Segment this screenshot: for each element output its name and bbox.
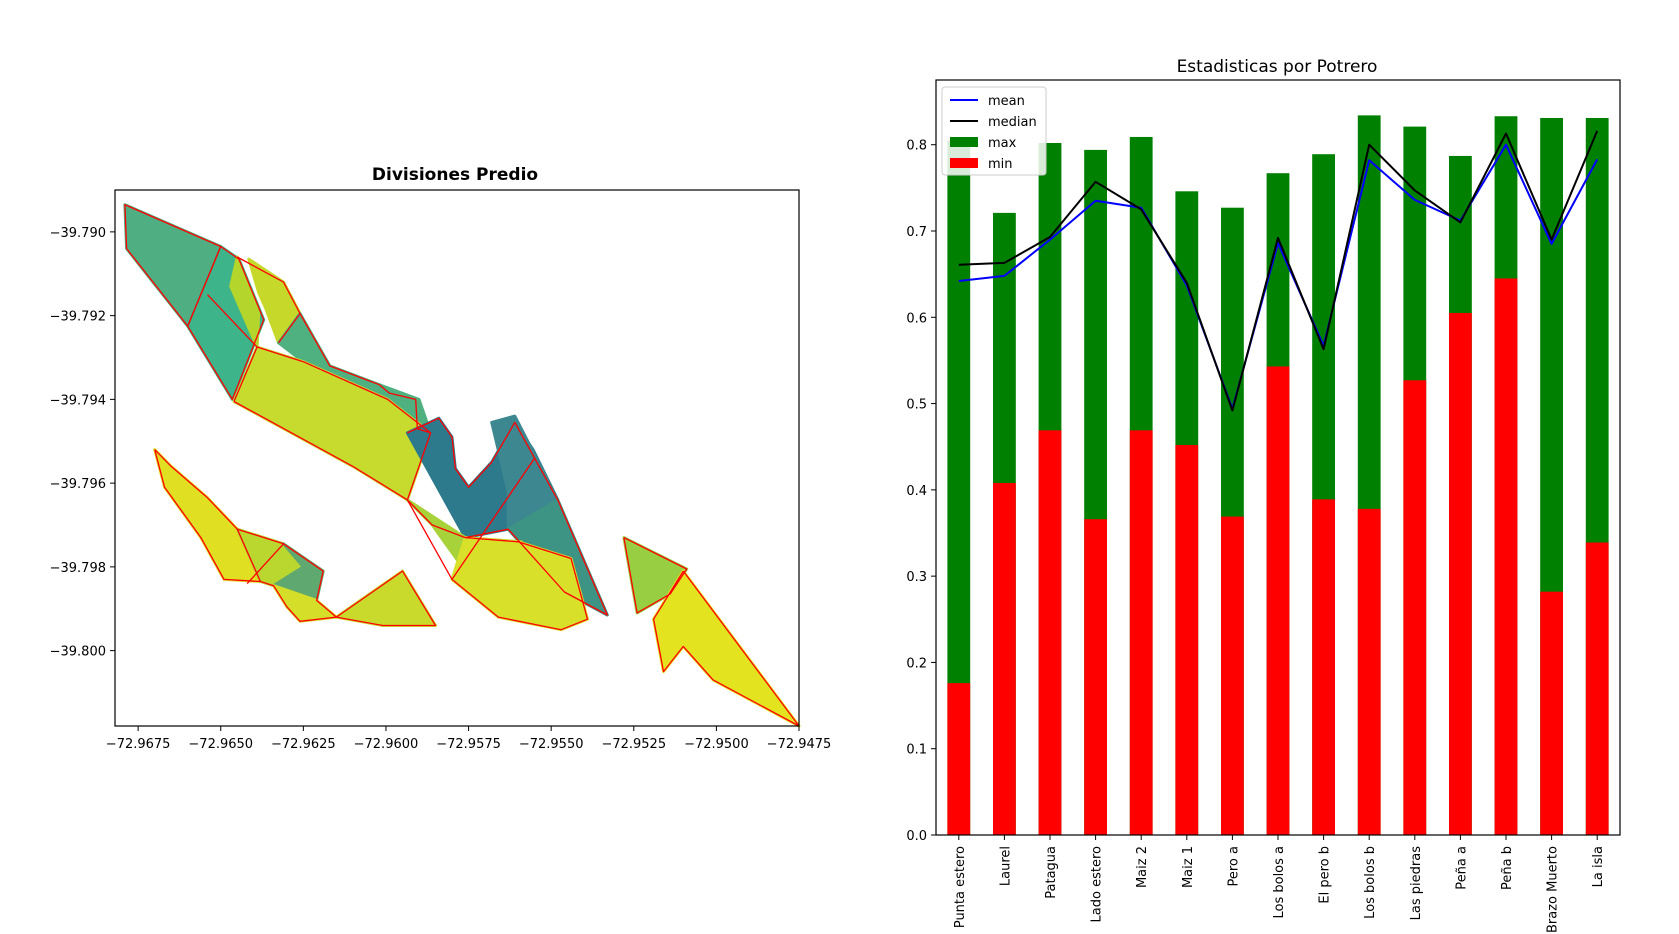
bar-x-tick-label: Maiz 2 — [1135, 846, 1150, 888]
bar-min — [1540, 591, 1563, 835]
bar-x-tick-label: Pero a — [1226, 846, 1241, 887]
legend-label-median: median — [988, 115, 1037, 130]
map-parcel-12 — [652, 569, 801, 728]
map-boundary-13 — [246, 543, 284, 585]
bar-min — [1084, 519, 1107, 835]
map-boundary-1 — [187, 245, 265, 401]
map-y-tick-label: −39.798 — [50, 561, 106, 576]
bar-x-tick-label: Punta estero — [953, 846, 968, 928]
bar-min — [1403, 380, 1427, 835]
bar-y-tick-label: 0.2 — [906, 656, 927, 671]
bar-y-tick-label: 0.0 — [906, 829, 927, 844]
map-boundary-3 — [207, 294, 258, 348]
bar-plot-area — [947, 115, 1609, 836]
map-boundary-5 — [233, 346, 432, 501]
bar-panel: Estadisticas por Potrero Punta estero Lau… — [906, 57, 1621, 933]
bar-y-tick-label: 0.5 — [906, 398, 927, 413]
bar-min — [1449, 312, 1472, 835]
bar-min — [1312, 499, 1335, 835]
bar-y-tick-label: 0.8 — [906, 139, 927, 154]
map-x-tick-label: −72.9475 — [767, 737, 832, 752]
bar-max — [947, 140, 971, 835]
legend-swatch-max — [950, 137, 978, 147]
bar-x-tick-label: Peña b — [1500, 846, 1515, 890]
map-boundary-6 — [407, 417, 608, 616]
bar-x-tick-label: Peña a — [1454, 846, 1469, 890]
bar-chart-title: Estadisticas por Potrero — [1177, 57, 1378, 77]
bar-min — [1494, 278, 1518, 835]
bar-min — [1357, 508, 1381, 835]
bar-x-tick-label: El pero b — [1318, 846, 1333, 904]
bar-x-tick-label: Las piedras — [1409, 846, 1424, 921]
line-mean — [958, 143, 1599, 410]
bar-x-tick-label: Maiz 1 — [1181, 846, 1196, 888]
bar-y-tick-label: 0.7 — [906, 225, 927, 240]
bar-x-tick-label: Los bolos b — [1363, 846, 1378, 919]
map-x-tick-label: −72.9550 — [519, 737, 584, 752]
map-y-tick-label: −39.792 — [50, 310, 106, 325]
map-x-tick-label: −72.9675 — [106, 737, 171, 752]
map-boundary-8 — [451, 457, 536, 580]
bar-y-tick-label: 0.6 — [906, 311, 927, 326]
map-x-tick-label: −72.9525 — [601, 737, 666, 752]
map-y-tick-label: −39.790 — [50, 226, 106, 241]
map-x-tick-label: −72.9625 — [271, 737, 336, 752]
bar-min — [1221, 516, 1244, 835]
legend-label-max: max — [988, 136, 1017, 151]
bar-x-axis: Punta estero Laurel Patagua Lado estero Maiz… — [953, 835, 1606, 933]
map-x-tick-label: −72.9600 — [354, 737, 419, 752]
map-y-tick-label: −39.800 — [50, 645, 106, 660]
legend-label-mean: mean — [988, 94, 1025, 109]
map-x-tick-label: −72.9575 — [436, 737, 501, 752]
legend-label-min: min — [988, 157, 1013, 172]
map-plot-area — [123, 203, 801, 728]
map-parcel-13 — [153, 448, 262, 583]
map-axes-frame — [114, 189, 800, 727]
bar-min — [993, 482, 1016, 835]
bar-min — [1266, 366, 1290, 835]
bar-y-tick-label: 0.1 — [906, 743, 927, 758]
map-parcel-2 — [229, 255, 261, 349]
map-boundary-14 — [336, 570, 437, 627]
bar-x-tick-label: Lado estero — [1090, 846, 1105, 922]
map-boundary-9 — [623, 537, 688, 614]
map-y-axis: −39.790 −39.792 −39.794 −39.796 −39.798 −39.8… — [50, 226, 115, 660]
bar-x-tick-label: La isla — [1591, 846, 1606, 887]
bar-y-tick-label: 0.3 — [906, 570, 927, 585]
map-panel: Divisiones Predio −72.9675 −72.9650 −72.96… — [50, 165, 832, 752]
bar-min — [1175, 444, 1199, 835]
map-title: Divisiones Predio — [372, 165, 538, 185]
bar-x-tick-label: Patagua — [1044, 846, 1059, 899]
bar-x-tick-label: Los bolos a — [1272, 846, 1287, 919]
bar-x-tick-label: Laurel — [998, 846, 1013, 886]
bar-min — [1585, 542, 1609, 835]
bar-y-axis: 0.0 0.1 0.2 0.3 0.4 0.5 0.6 0.7 0.8 — [906, 139, 936, 844]
map-boundary-4 — [278, 313, 301, 344]
map-parcel-17 — [334, 569, 437, 627]
bar-y-tick-label: 0.4 — [906, 484, 927, 499]
map-x-tick-label: −72.9500 — [684, 737, 749, 752]
bar-min — [1129, 430, 1153, 835]
legend-swatch-min — [950, 158, 978, 168]
map-boundary-2 — [236, 256, 431, 434]
map-x-axis: −72.9675 −72.9650 −72.9625 −72.9600 −72.9575… — [106, 726, 832, 752]
map-boundary-7 — [406, 499, 589, 631]
bar-min — [1038, 430, 1062, 835]
legend: mean median max min — [941, 86, 1047, 176]
line-median — [958, 130, 1599, 412]
map-y-tick-label: −39.796 — [50, 477, 106, 492]
bar-x-tick-label: Brazo Muerto — [1546, 846, 1561, 933]
bar-min — [947, 683, 971, 835]
map-x-tick-label: −72.9650 — [188, 737, 253, 752]
legend-frame — [941, 86, 1047, 176]
map-y-tick-label: −39.794 — [50, 393, 106, 408]
